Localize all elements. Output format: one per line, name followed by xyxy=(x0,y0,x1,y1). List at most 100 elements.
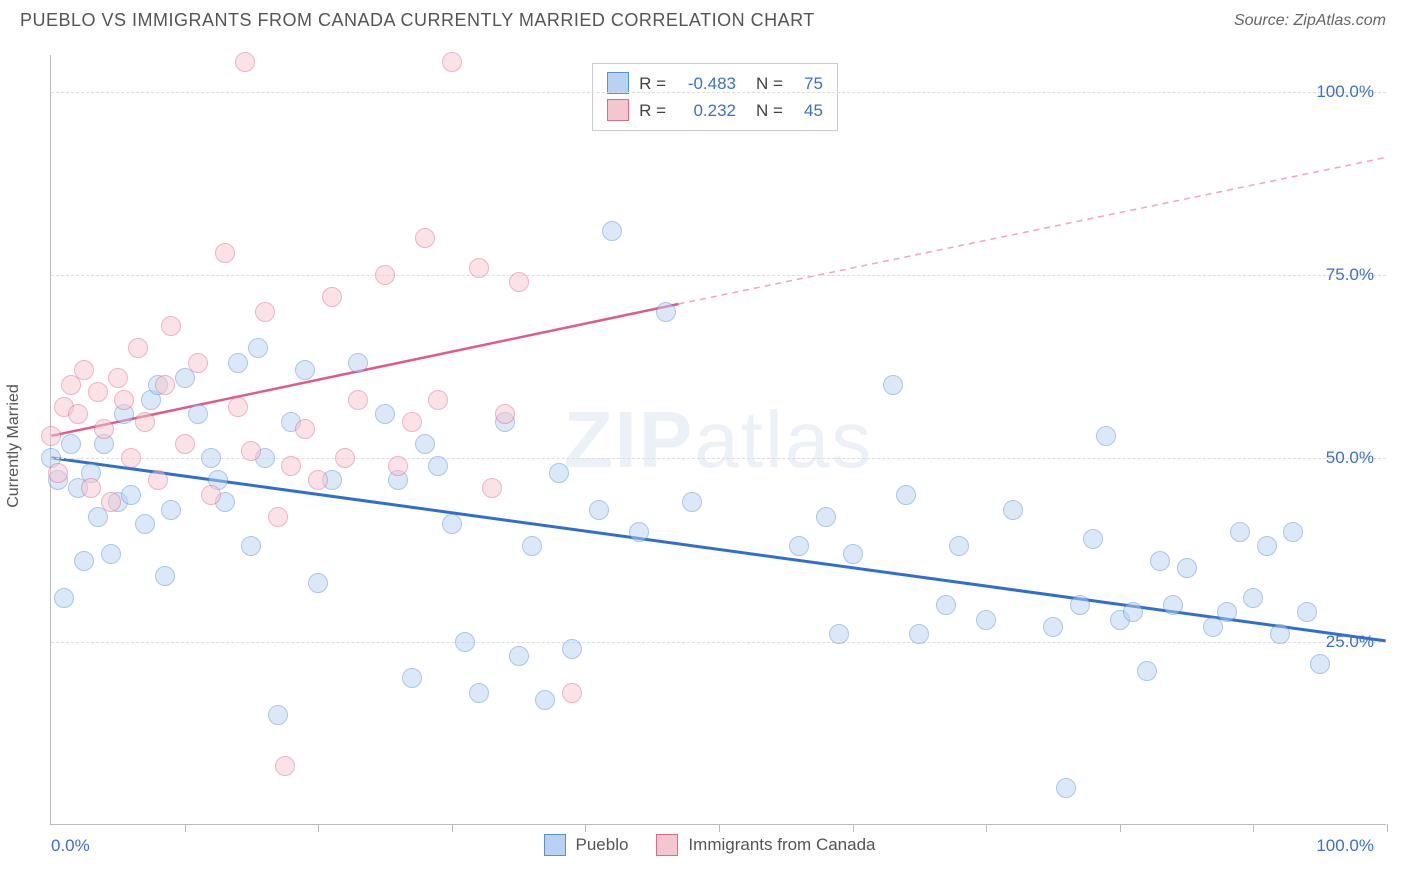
x-tick xyxy=(585,824,586,832)
data-point xyxy=(175,434,195,454)
data-point xyxy=(235,52,255,72)
data-point xyxy=(155,566,175,586)
x-tick xyxy=(318,824,319,832)
data-point xyxy=(375,265,395,285)
data-point xyxy=(1003,500,1023,520)
data-point xyxy=(442,514,462,534)
data-point xyxy=(602,221,622,241)
data-point xyxy=(74,360,94,380)
legend-r-label: R = xyxy=(639,70,666,97)
x-axis-min-label: 0.0% xyxy=(51,836,90,856)
data-point xyxy=(1243,588,1263,608)
data-point xyxy=(1043,617,1063,637)
data-point xyxy=(1056,778,1076,798)
gridline xyxy=(51,92,1386,93)
data-point xyxy=(428,456,448,476)
data-point xyxy=(228,353,248,373)
data-point xyxy=(215,243,235,263)
data-point xyxy=(1283,522,1303,542)
data-point xyxy=(41,426,61,446)
data-point xyxy=(1150,551,1170,571)
data-point xyxy=(135,514,155,534)
legend-n-value: 45 xyxy=(793,97,823,124)
data-point xyxy=(1096,426,1116,446)
data-point xyxy=(829,624,849,644)
legend-top: R = -0.483 N = 75 R = 0.232 N = 45 xyxy=(592,63,838,131)
x-axis-max-label: 100.0% xyxy=(1316,836,1374,856)
data-point xyxy=(161,500,181,520)
data-point xyxy=(1163,595,1183,615)
data-point xyxy=(415,228,435,248)
data-point xyxy=(549,463,569,483)
x-tick xyxy=(1387,824,1388,832)
data-point xyxy=(402,668,422,688)
data-point xyxy=(135,412,155,432)
data-point xyxy=(629,522,649,542)
legend-row: R = 0.232 N = 45 xyxy=(607,97,823,124)
y-tick-label: 25.0% xyxy=(1326,632,1374,652)
data-point xyxy=(228,397,248,417)
data-point xyxy=(428,390,448,410)
data-point xyxy=(268,507,288,527)
x-tick xyxy=(986,824,987,832)
legend-swatch xyxy=(607,99,629,121)
data-point xyxy=(295,419,315,439)
data-point xyxy=(161,316,181,336)
data-point xyxy=(281,456,301,476)
data-point xyxy=(201,485,221,505)
data-point xyxy=(201,448,221,468)
gridline xyxy=(51,642,1386,643)
data-point xyxy=(682,492,702,512)
data-point xyxy=(148,470,168,490)
data-point xyxy=(469,683,489,703)
data-point xyxy=(1177,558,1197,578)
data-point xyxy=(936,595,956,615)
data-point xyxy=(188,353,208,373)
data-point xyxy=(48,463,68,483)
data-point xyxy=(1297,602,1317,622)
legend-series-label: Immigrants from Canada xyxy=(688,835,875,855)
data-point xyxy=(509,272,529,292)
data-point xyxy=(94,419,114,439)
legend-n-label: N = xyxy=(756,70,783,97)
data-point xyxy=(909,624,929,644)
data-point xyxy=(415,434,435,454)
data-point xyxy=(442,52,462,72)
legend-n-value: 75 xyxy=(793,70,823,97)
data-point xyxy=(589,500,609,520)
x-tick xyxy=(853,824,854,832)
legend-r-value: 0.232 xyxy=(676,97,736,124)
data-point xyxy=(843,544,863,564)
data-point xyxy=(61,434,81,454)
data-point xyxy=(74,551,94,571)
data-point xyxy=(335,448,355,468)
data-point xyxy=(255,302,275,322)
data-point xyxy=(656,302,676,322)
legend-row: R = -0.483 N = 75 xyxy=(607,70,823,97)
x-tick xyxy=(1253,824,1254,832)
data-point xyxy=(495,404,515,424)
y-tick-label: 75.0% xyxy=(1326,265,1374,285)
data-point xyxy=(101,544,121,564)
data-point xyxy=(54,588,74,608)
data-point xyxy=(268,705,288,725)
data-point xyxy=(482,478,502,498)
legend-r-value: -0.483 xyxy=(676,70,736,97)
data-point xyxy=(68,404,88,424)
data-point xyxy=(1083,529,1103,549)
data-point xyxy=(114,390,134,410)
data-point xyxy=(308,470,328,490)
data-point xyxy=(949,536,969,556)
data-point xyxy=(188,404,208,424)
gridline xyxy=(51,275,1386,276)
data-point xyxy=(816,507,836,527)
legend-swatch xyxy=(656,834,678,856)
data-point xyxy=(155,375,175,395)
data-point xyxy=(248,338,268,358)
data-point xyxy=(128,338,148,358)
y-axis-title: Currently Married xyxy=(5,384,23,508)
source-attribution: Source: ZipAtlas.com xyxy=(1234,12,1386,30)
legend-r-label: R = xyxy=(639,97,666,124)
data-point xyxy=(522,536,542,556)
legend-swatch xyxy=(543,834,565,856)
